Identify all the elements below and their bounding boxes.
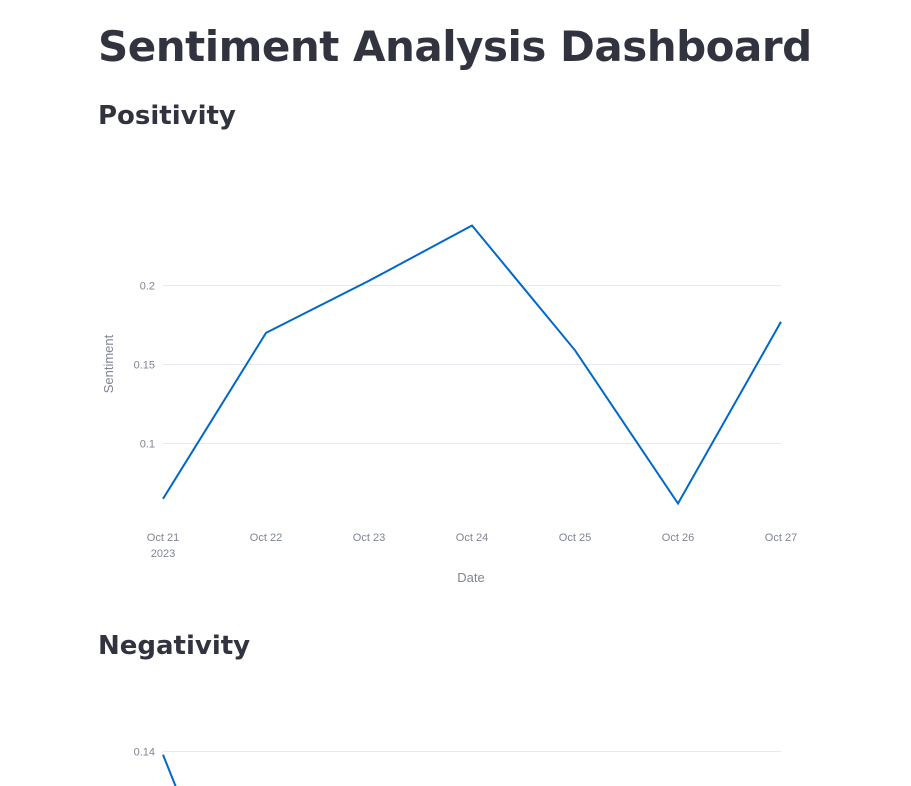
x-tick-label: Oct 23 <box>353 532 385 544</box>
y-tick-label: 0.15 <box>134 360 155 372</box>
positivity-series-line[interactable] <box>162 224 782 506</box>
page-title: Sentiment Analysis Dashboard <box>98 22 812 71</box>
y-tick-label: 0.1 <box>140 439 155 451</box>
y-axis-title: Sentiment <box>101 334 116 393</box>
x-tick-label: Oct 26 <box>662 532 694 544</box>
x-axis-title: Date <box>457 570 484 585</box>
x-tick-label: Oct 22 <box>250 532 282 544</box>
y-tick-label: 0.2 <box>140 281 155 293</box>
positivity-section-title: Positivity <box>98 101 236 131</box>
positivity-line-chart[interactable]: 0.1 0.15 0.2 Oct 21 Oct 22 Oct 23 Oct 24 Oct 25… <box>0 0 911 600</box>
y-tick-label: 0.14 <box>134 747 155 759</box>
negativity-series-line[interactable] <box>162 754 179 786</box>
x-year-label: 2023 <box>151 548 175 560</box>
negativity-section-title: Negativity <box>98 631 251 661</box>
x-tick-label: Oct 21 <box>147 532 179 544</box>
x-tick-label: Oct 25 <box>559 532 591 544</box>
x-tick-label: Oct 24 <box>456 532 488 544</box>
x-tick-label: Oct 27 <box>765 532 797 544</box>
